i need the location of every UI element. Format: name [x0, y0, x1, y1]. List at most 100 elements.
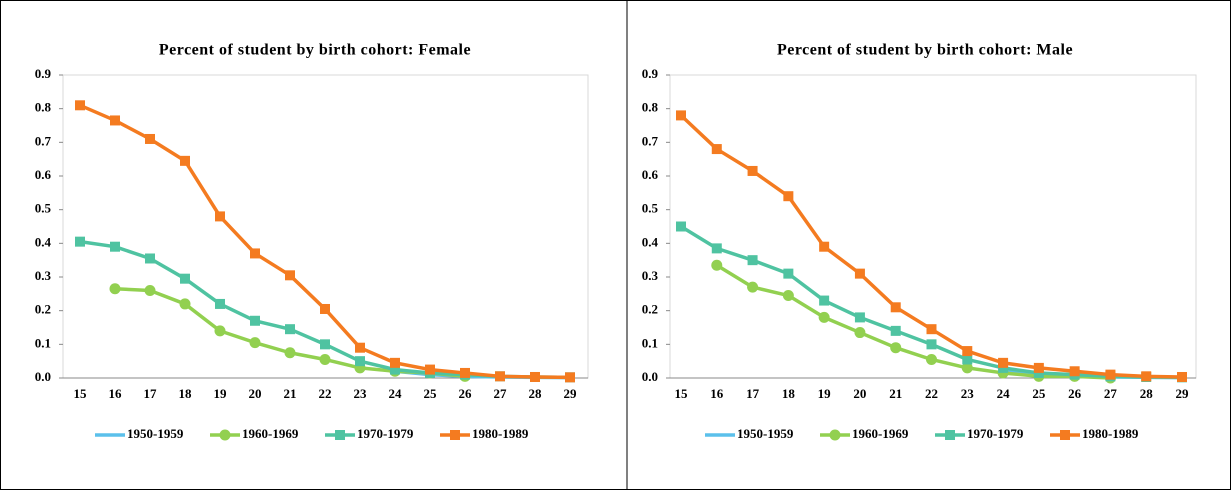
- point: [425, 364, 435, 375]
- point: [320, 303, 330, 314]
- point: [747, 255, 758, 266]
- chart: Percent of student by birth cohort: Fema…: [35, 42, 589, 441]
- x-tick-label: 17: [746, 386, 760, 401]
- point: [285, 270, 295, 281]
- legend-marker: [335, 430, 345, 440]
- point: [961, 362, 973, 374]
- chart-title: Percent of student by birth cohort: Fema…: [159, 42, 471, 59]
- y-tick-label: 0.2: [35, 302, 51, 317]
- legend-marker: [450, 430, 460, 440]
- point: [1105, 369, 1116, 380]
- chart-title: Percent of student by birth cohort: Male: [777, 42, 1073, 59]
- y-tick-label: 0.3: [642, 268, 659, 283]
- point: [676, 221, 686, 232]
- y-tick-label: 0.6: [642, 167, 659, 182]
- point: [711, 144, 722, 155]
- point: [890, 325, 901, 336]
- y-tick-label: 0.5: [642, 201, 659, 216]
- y-tick-label: 0.9: [35, 66, 52, 81]
- point: [565, 372, 575, 383]
- series-line: [715, 263, 1111, 380]
- point: [962, 346, 973, 357]
- x-tick-label: 27: [1104, 386, 1118, 401]
- x-tick-label: 19: [214, 386, 228, 401]
- x-tick-label: 28: [529, 386, 543, 401]
- x-tick-label: 26: [1068, 386, 1082, 401]
- point: [109, 283, 121, 295]
- y-tick-label: 0.8: [642, 100, 659, 115]
- point: [390, 364, 400, 375]
- y-tick-label: 0.9: [642, 66, 659, 81]
- legend-label: 1980-1989: [1082, 426, 1139, 441]
- point: [285, 324, 295, 335]
- point: [179, 298, 191, 310]
- y-tick-label: 0.0: [642, 369, 658, 384]
- point: [355, 356, 365, 367]
- point: [783, 268, 794, 279]
- point: [711, 259, 723, 271]
- y-tick-label: 0.8: [35, 100, 52, 115]
- y-tick-label: 0.4: [35, 234, 52, 249]
- point: [495, 371, 505, 382]
- y-tick-label: 0.6: [35, 167, 52, 182]
- point: [1033, 367, 1044, 378]
- chart: Percent of student by birth cohort: Male…: [642, 42, 1197, 441]
- point: [926, 339, 937, 350]
- point: [145, 133, 155, 144]
- x-tick-label: 18: [782, 386, 796, 401]
- legend-label: 1970-1979: [967, 426, 1024, 441]
- point: [320, 339, 330, 350]
- point: [854, 268, 865, 279]
- y-tick-label: 0.7: [642, 133, 659, 148]
- point: [854, 312, 865, 323]
- legend-marker: [219, 429, 231, 441]
- x-tick-label: 23: [354, 386, 368, 401]
- legend-label: 1960-1969: [852, 426, 909, 441]
- y-tick-label: 0.7: [35, 133, 52, 148]
- point: [284, 347, 296, 359]
- point: [355, 342, 365, 353]
- x-tick-label: 24: [389, 386, 403, 401]
- point: [926, 324, 937, 335]
- legend-marker: [829, 429, 841, 441]
- legend-marker: [945, 430, 955, 440]
- x-tick-label: 24: [997, 386, 1011, 401]
- x-tick-label: 16: [710, 386, 724, 401]
- point: [214, 325, 226, 337]
- legend-label: 1950-1959: [737, 426, 794, 441]
- point: [180, 273, 190, 284]
- legend-label: 1950-1959: [127, 426, 184, 441]
- x-tick-label: 29: [564, 386, 578, 401]
- legend-label: 1970-1979: [357, 426, 414, 441]
- y-tick-label: 0.4: [642, 234, 659, 249]
- point: [926, 353, 937, 365]
- x-tick-label: 17: [144, 386, 158, 401]
- x-tick-label: 22: [925, 386, 938, 401]
- point: [782, 290, 794, 302]
- legend-marker: [1060, 430, 1070, 440]
- y-tick-label: 0.1: [642, 335, 658, 350]
- point: [998, 357, 1009, 368]
- x-tick-label: 21: [889, 386, 902, 401]
- legend-label: 1960-1969: [242, 426, 299, 441]
- x-tick-label: 27: [494, 386, 508, 401]
- x-tick-label: 16: [109, 386, 123, 401]
- series-line: [79, 103, 571, 380]
- point: [998, 362, 1009, 373]
- point: [144, 284, 156, 296]
- x-tick-label: 26: [459, 386, 473, 401]
- x-tick-label: 15: [74, 386, 88, 401]
- point: [962, 354, 973, 365]
- x-tick-label: 22: [319, 386, 332, 401]
- legend-label: 1980-1989: [472, 426, 529, 441]
- x-tick-label: 21: [284, 386, 297, 401]
- y-tick-label: 0.2: [642, 302, 658, 317]
- x-tick-label: 20: [853, 386, 866, 401]
- plot-area: [62, 74, 589, 379]
- x-tick-label: 18: [179, 386, 193, 401]
- point: [819, 295, 830, 306]
- point: [747, 281, 759, 293]
- point: [530, 371, 540, 382]
